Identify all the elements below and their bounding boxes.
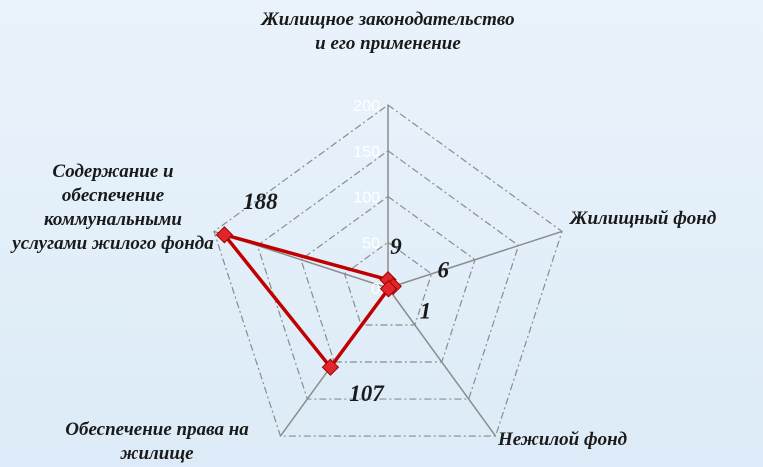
y-tick-label: 200	[353, 98, 380, 115]
data-label: 9	[390, 234, 402, 259]
y-tick-label: 100	[353, 190, 380, 207]
category-label: Нежилой фонд	[498, 429, 628, 450]
data-label: 107	[349, 381, 385, 406]
grid-line	[213, 104, 563, 437]
axis-line	[387, 230, 563, 289]
data-label: 188	[243, 189, 278, 214]
data-label: 6	[437, 257, 449, 282]
marker	[379, 280, 398, 298]
y-tick-label: 150	[353, 144, 380, 161]
data-label: 1	[420, 299, 432, 324]
category-label: Жилищное законодательство и его применен…	[261, 9, 515, 54]
category-label: Обеспечение права на жилище	[65, 419, 249, 464]
marker	[215, 226, 234, 244]
axis-line	[387, 287, 497, 437]
category-label: Жилищный фонд	[570, 208, 717, 229]
marker	[321, 358, 340, 376]
category-label: Содержание и обеспечение коммунальными у…	[12, 161, 214, 254]
y-tick-label: 0	[371, 281, 380, 298]
y-tick-label: 50	[362, 235, 380, 252]
